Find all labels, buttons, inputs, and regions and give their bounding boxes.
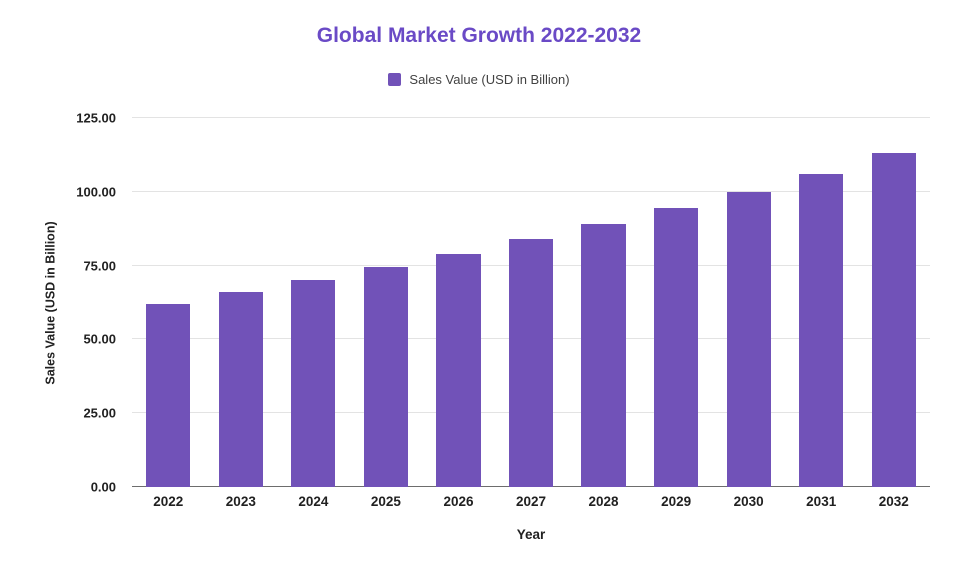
- bar-slot: [640, 118, 713, 487]
- bar-2023: [218, 292, 263, 487]
- y-axis-title-wrap: Sales Value (USD in Billion): [42, 118, 60, 487]
- y-tick-label: 75.00: [83, 258, 116, 274]
- chart-title: Global Market Growth 2022-2032: [316, 24, 642, 47]
- x-tick-label: 2023: [225, 494, 256, 509]
- bar-slot: [567, 118, 640, 487]
- y-tick-label: 25.00: [83, 405, 116, 421]
- bar-slot: [277, 118, 350, 487]
- x-tick-label: 2022: [153, 494, 184, 509]
- bar-2027: [508, 239, 554, 487]
- bar-slot: [857, 118, 930, 487]
- x-tick-label: 2025: [370, 494, 401, 509]
- x-tick-label: 2027: [515, 494, 547, 509]
- bar-2030: [726, 191, 771, 487]
- bar-2029: [653, 208, 699, 487]
- bar-slot: [205, 118, 278, 487]
- x-tick-label: 2026: [443, 494, 474, 509]
- bar-2031: [799, 174, 844, 487]
- x-tick-label: 2032: [878, 494, 909, 509]
- bar-2025: [363, 267, 409, 487]
- gridline: [132, 190, 930, 192]
- bar-2028: [581, 224, 626, 487]
- bar-slot: [422, 118, 495, 487]
- bar-slot: [495, 118, 568, 487]
- x-tick-label: 2030: [733, 494, 764, 509]
- y-tick-label: 0.00: [90, 479, 116, 495]
- x-tick-label: 2031: [806, 494, 837, 509]
- y-tick-label: 100.00: [76, 184, 116, 200]
- gridline: [132, 117, 930, 118]
- bar-2032: [871, 153, 916, 487]
- y-tick-label: 50.00: [83, 331, 116, 347]
- bar-2024: [291, 279, 336, 487]
- bar-slot: [350, 118, 423, 487]
- y-axis-title: Sales Value (USD in Billion): [44, 220, 59, 385]
- legend-label: Sales Value (USD in Billion): [409, 72, 570, 87]
- x-tick-label: 2028: [588, 494, 619, 509]
- bar-2026: [436, 253, 481, 487]
- bar-2022: [146, 303, 191, 487]
- plot-area: [132, 117, 930, 487]
- x-axis-title: Year: [516, 527, 546, 542]
- x-ticks: 2022 2023 2024 2025 2026 2027 2028 2029 2030 2031…: [132, 494, 930, 509]
- bars: [132, 118, 930, 487]
- bar-slot: [712, 118, 785, 487]
- y-ticks: 0.00 25.00 50.00 75.00 100.00 125.00: [60, 111, 124, 495]
- x-tick-label: 2024: [298, 494, 329, 509]
- bar-slot: [132, 118, 205, 487]
- bar-slot: [785, 118, 858, 487]
- y-tick-label: 125.00: [76, 110, 116, 126]
- legend: Sales Value (USD in Billion): [0, 72, 958, 87]
- legend-swatch-icon: [388, 73, 402, 86]
- x-tick-label: 2029: [661, 494, 692, 509]
